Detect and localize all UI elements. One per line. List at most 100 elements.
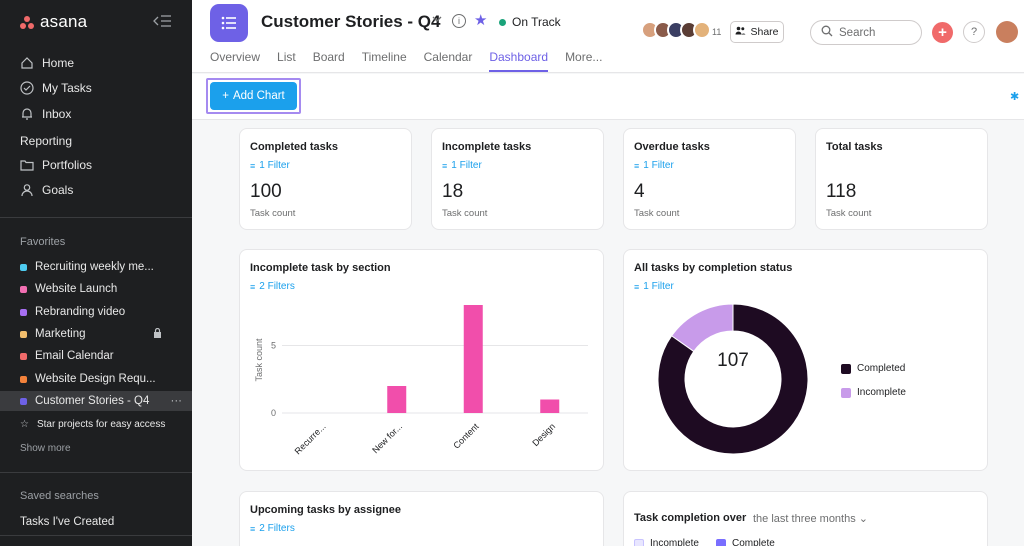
favorite-item[interactable]: Email Calendar <box>20 346 182 366</box>
tab-timeline[interactable]: Timeline <box>361 50 407 64</box>
sidebar-item-inbox[interactable]: Inbox <box>20 104 71 124</box>
star-projects-hint: ☆ Star projects for easy access <box>20 414 182 434</box>
star-icon[interactable]: ★ <box>474 12 488 29</box>
filter-link[interactable]: ≡ 1 Filter <box>634 281 674 292</box>
member-avatars[interactable] <box>641 21 711 39</box>
bar <box>387 386 407 413</box>
legend-label: Complete <box>732 538 775 546</box>
asana-logo[interactable]: asana <box>20 12 87 32</box>
reporting-link[interactable]: Reporting <box>20 134 73 148</box>
check-circle-icon <box>20 81 34 95</box>
favorite-item[interactable]: Rebranding video <box>20 302 182 322</box>
saved-searches-title: Saved searches <box>20 490 99 502</box>
sidebar-divider <box>0 217 192 218</box>
quick-add-button[interactable]: + <box>932 22 953 43</box>
search-icon <box>821 25 833 40</box>
chevron-down-icon[interactable] <box>432 14 442 26</box>
add-chart-button[interactable]: + Add Chart <box>210 82 297 110</box>
sidebar-item-portfolios[interactable]: Portfolios <box>20 155 92 175</box>
logo-text: asana <box>40 12 88 31</box>
search-input[interactable]: Search <box>810 20 922 45</box>
tab-board[interactable]: Board <box>312 50 345 64</box>
sidebar-item-goals[interactable]: Goals <box>20 180 73 200</box>
filter-icon: ≡ <box>634 281 640 292</box>
stat-card-incomplete[interactable]: Incomplete tasks ≡ 1 Filter 18 Task count <box>431 128 604 230</box>
filter-icon: ≡ <box>250 523 256 534</box>
chart-card-incomplete-by-section[interactable]: Incomplete task by section ≡ 2 Filters 0 5… <box>239 249 604 471</box>
filter-icon: ≡ <box>634 160 640 171</box>
filter-label: 2 Filters <box>259 281 295 292</box>
favorite-item-active[interactable]: Customer Stories - Q4 ··· <box>0 391 192 411</box>
status-label: On Track <box>512 15 561 29</box>
favorite-item[interactable]: Website Design Requ... <box>20 369 182 389</box>
filter-link[interactable]: ≡ 2 Filters <box>250 523 295 534</box>
sidebar-item-home[interactable]: Home <box>20 53 74 73</box>
sidebar-item-my-tasks[interactable]: My Tasks <box>20 78 92 98</box>
status-dot <box>499 18 506 26</box>
help-button[interactable]: ? <box>963 21 985 43</box>
dashboard-toolbar: + Add Chart ✱ <box>192 74 1024 120</box>
chevron-down-icon: ⌄ <box>858 513 869 525</box>
filter-link[interactable]: ≡ 2 Filters <box>250 281 295 292</box>
sidebar-item-label: Home <box>42 56 75 70</box>
home-icon <box>20 56 34 70</box>
lock-icon <box>153 327 162 341</box>
card-title: Task completion over <box>634 512 747 524</box>
date-range-dropdown[interactable]: the last three months ⌄ <box>753 512 868 525</box>
filter-link[interactable]: ≡ 1 Filter <box>634 160 674 171</box>
sidebar: asana Home My Tasks Inbox Reporting Port… <box>0 0 192 546</box>
stat-subtitle: Task count <box>826 208 872 219</box>
tab-list[interactable]: List <box>277 50 296 64</box>
card-title: Total tasks <box>826 141 883 153</box>
x-tick-label: New for... <box>370 421 404 455</box>
star-outline-icon: ☆ <box>20 418 29 430</box>
sidebar-item-label: Inbox <box>42 107 72 121</box>
project-color-dot <box>20 285 27 293</box>
filter-link[interactable]: ≡ 1 Filter <box>442 160 482 171</box>
sparkle-icon[interactable]: ✱ <box>1010 91 1020 103</box>
sidebar-item-label: Goals <box>42 183 74 197</box>
more-options-icon[interactable]: ··· <box>170 395 183 407</box>
legend-item: Incomplete <box>841 387 906 398</box>
tab-overview[interactable]: Overview <box>210 50 261 64</box>
favorite-item[interactable]: Marketing <box>20 324 182 344</box>
chart-card-completion-status[interactable]: All tasks by completion status ≡ 1 Filter… <box>623 249 988 471</box>
project-tabs: Overview List Board Timeline Calendar Da… <box>210 50 619 72</box>
stat-card-overdue[interactable]: Overdue tasks ≡ 1 Filter 4 Task count <box>623 128 796 230</box>
legend-swatch <box>841 363 851 374</box>
info-icon[interactable]: i <box>452 14 466 28</box>
favorite-item[interactable]: Website Launch <box>20 279 182 299</box>
marketing-bars-icon <box>20 330 27 338</box>
stat-value: 18 <box>442 181 464 202</box>
project-title[interactable]: Customer Stories - Q4 <box>261 12 441 31</box>
filter-link[interactable]: ≡ 1 Filter <box>250 160 290 171</box>
collapse-sidebar-icon[interactable] <box>152 14 172 32</box>
card-title: Incomplete task by section <box>250 262 391 274</box>
chart-card-task-completion-over-time[interactable]: Task completion over the last three mont… <box>623 491 988 546</box>
stat-card-completed[interactable]: Completed tasks ≡ 1 Filter 100 Task count <box>239 128 412 230</box>
avatar <box>693 21 711 39</box>
share-button[interactable]: Share <box>730 21 784 43</box>
donut-slice <box>657 303 809 455</box>
filter-icon: ≡ <box>250 160 256 171</box>
tab-dashboard[interactable]: Dashboard <box>489 50 549 72</box>
stat-card-total[interactable]: Total tasks 118 Task count <box>815 128 988 230</box>
donut-center-value: 107 <box>717 350 749 371</box>
stat-value: 100 <box>250 181 282 202</box>
user-avatar[interactable] <box>996 21 1018 43</box>
card-title: Upcoming tasks by assignee <box>250 504 401 516</box>
favorite-label: Email Calendar <box>35 350 114 362</box>
x-tick-label: Recurre... <box>293 421 328 456</box>
status-badge[interactable]: On Track <box>499 15 561 29</box>
stat-value: 118 <box>826 181 857 202</box>
stat-subtitle: Task count <box>250 208 296 219</box>
legend-label: Incomplete <box>650 538 699 546</box>
tab-calendar[interactable]: Calendar <box>423 50 473 64</box>
saved-search-item[interactable]: Tasks I've Created <box>20 516 115 528</box>
show-more-link[interactable]: Show more <box>20 443 71 454</box>
bar-chart: 0 5 Task count Recurre... New for... Content D… <box>254 305 588 456</box>
add-chart-label: Add Chart <box>232 90 285 102</box>
tab-more[interactable]: More... <box>565 50 603 64</box>
chart-card-upcoming-by-assignee[interactable]: Upcoming tasks by assignee ≡ 2 Filters <box>239 491 604 546</box>
favorite-item[interactable]: Recruiting weekly me... <box>20 257 182 277</box>
